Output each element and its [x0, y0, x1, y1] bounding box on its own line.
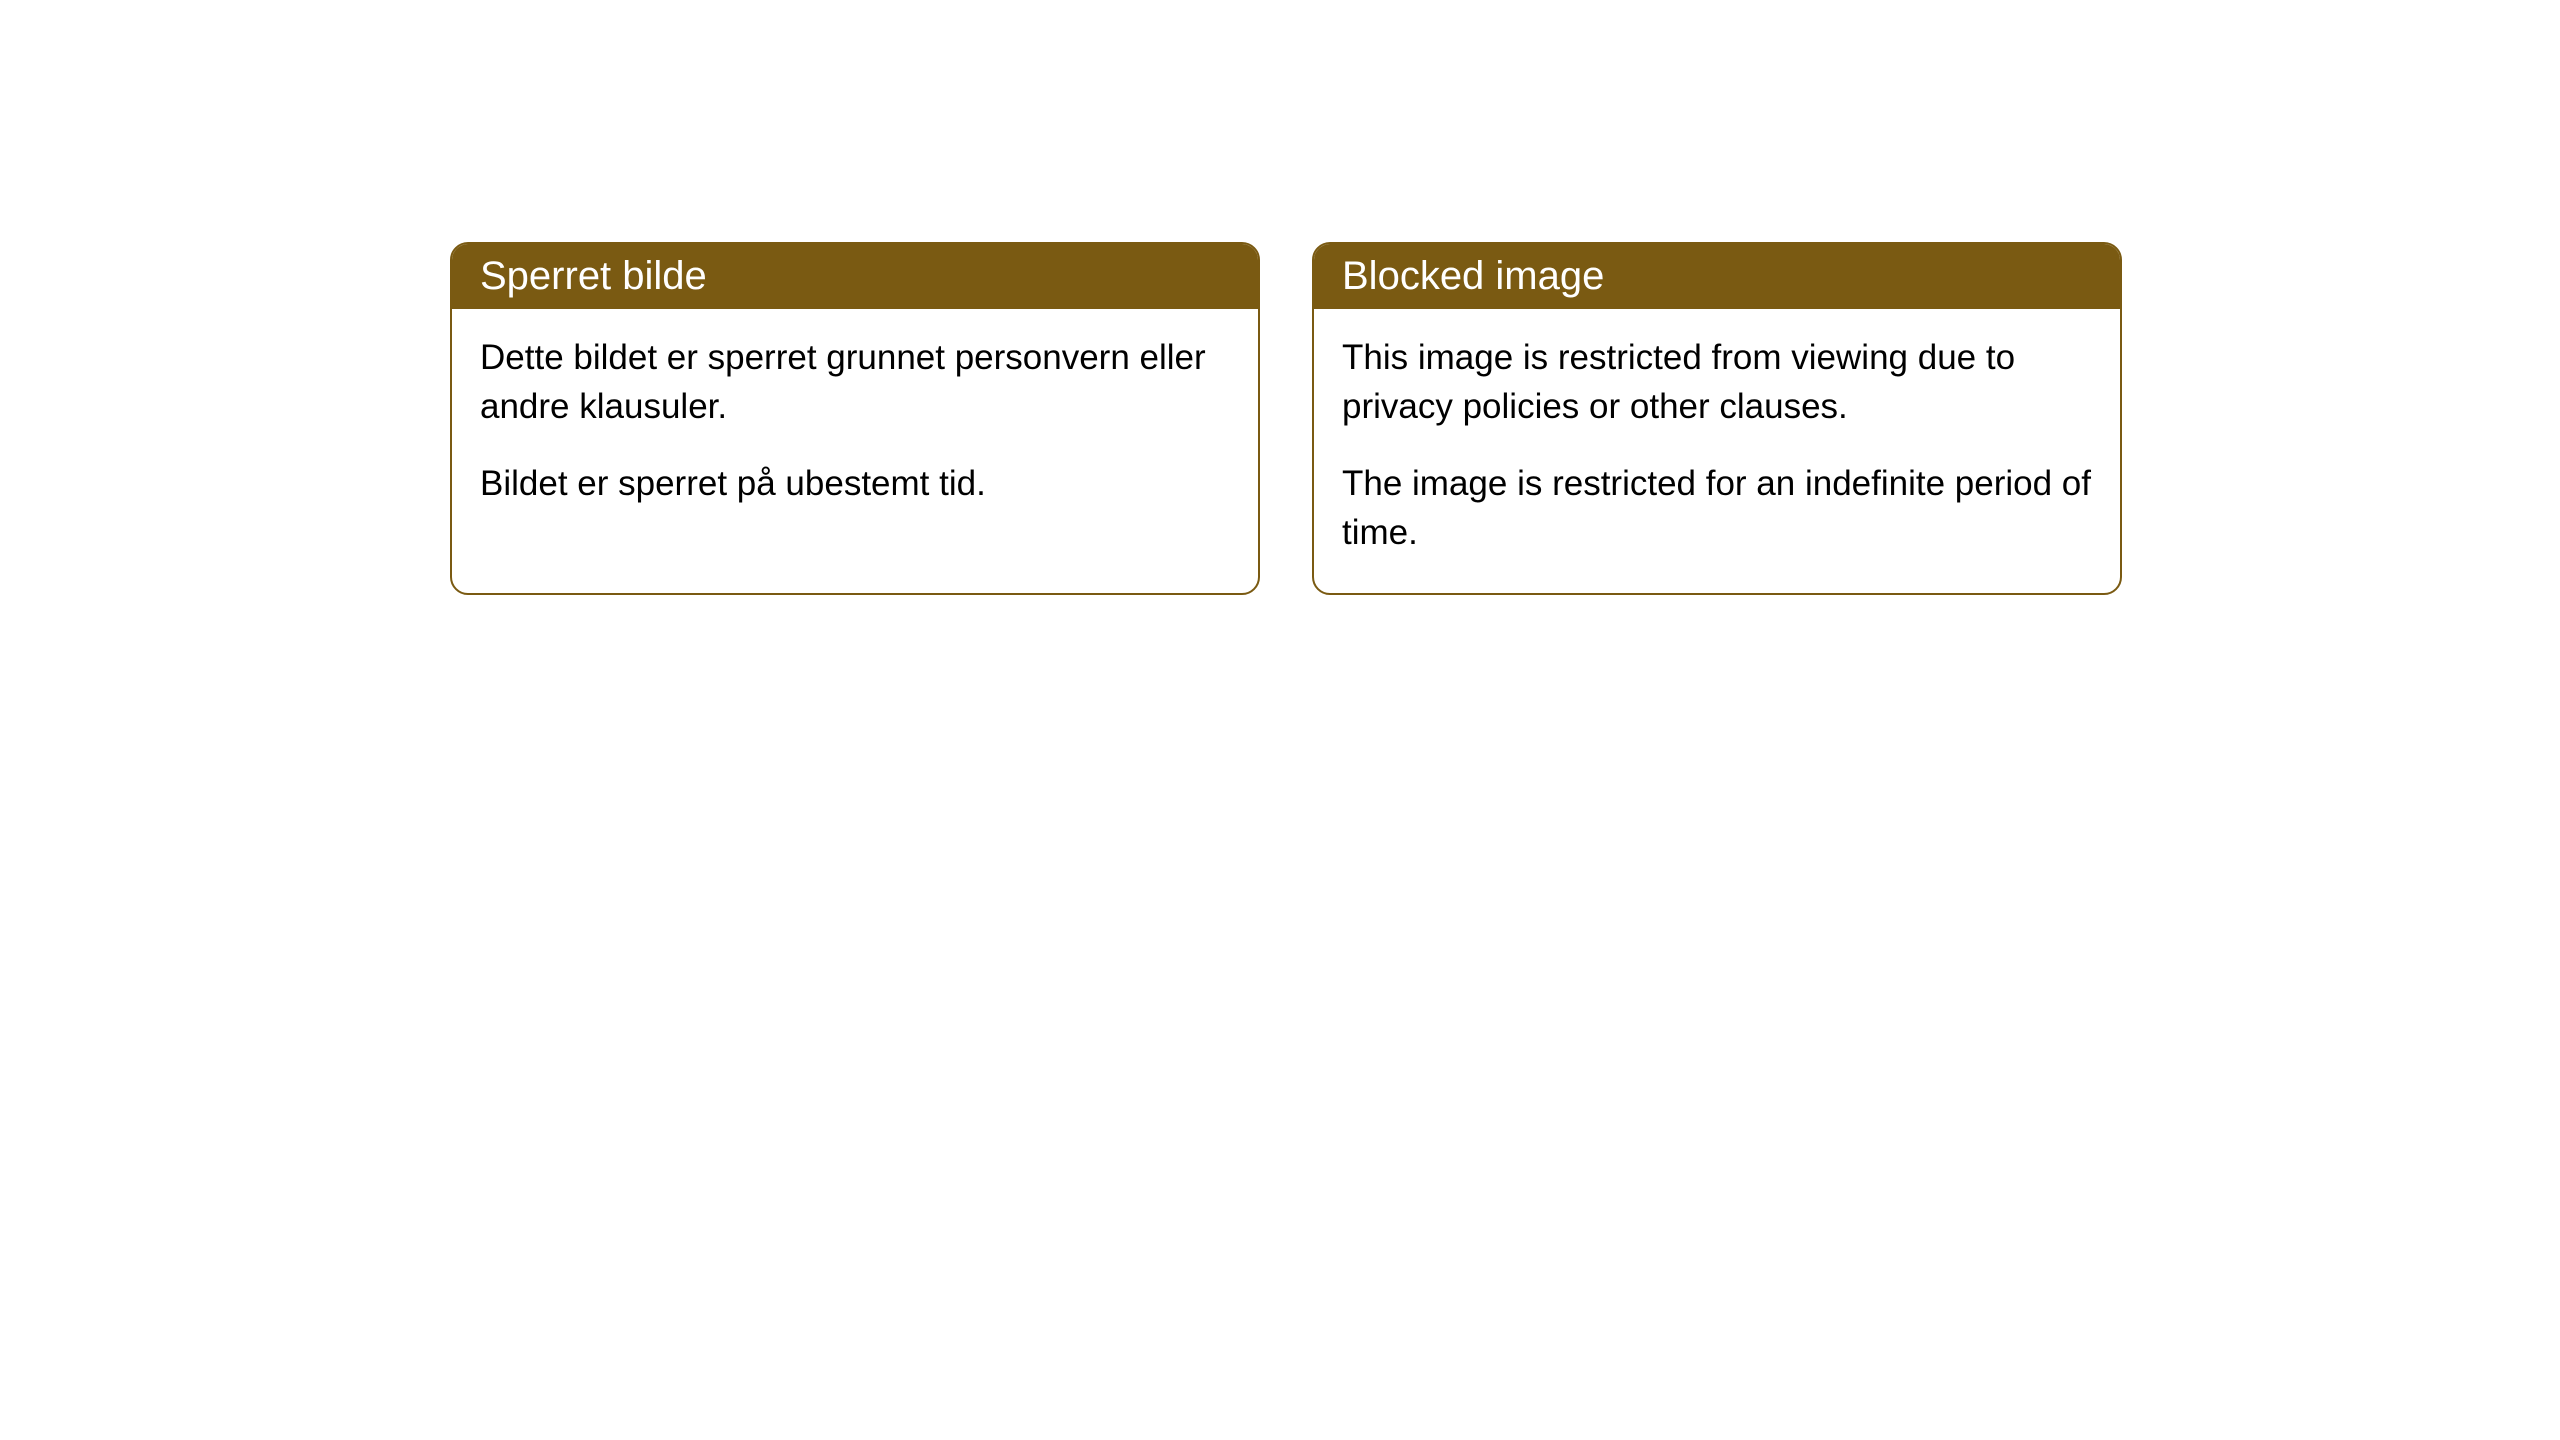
blocked-image-card-english: Blocked image This image is restricted f…	[1312, 242, 2122, 595]
card-paragraph: Bildet er sperret på ubestemt tid.	[480, 459, 1230, 508]
card-body: Dette bildet er sperret grunnet personve…	[452, 309, 1258, 544]
blocked-image-card-norwegian: Sperret bilde Dette bildet er sperret gr…	[450, 242, 1260, 595]
card-paragraph: This image is restricted from viewing du…	[1342, 333, 2092, 431]
card-header: Blocked image	[1314, 244, 2120, 309]
card-header: Sperret bilde	[452, 244, 1258, 309]
notice-cards-container: Sperret bilde Dette bildet er sperret gr…	[450, 242, 2122, 595]
card-paragraph: The image is restricted for an indefinit…	[1342, 459, 2092, 557]
card-paragraph: Dette bildet er sperret grunnet personve…	[480, 333, 1230, 431]
card-title: Blocked image	[1342, 254, 1604, 298]
card-title: Sperret bilde	[480, 254, 707, 298]
card-body: This image is restricted from viewing du…	[1314, 309, 2120, 593]
